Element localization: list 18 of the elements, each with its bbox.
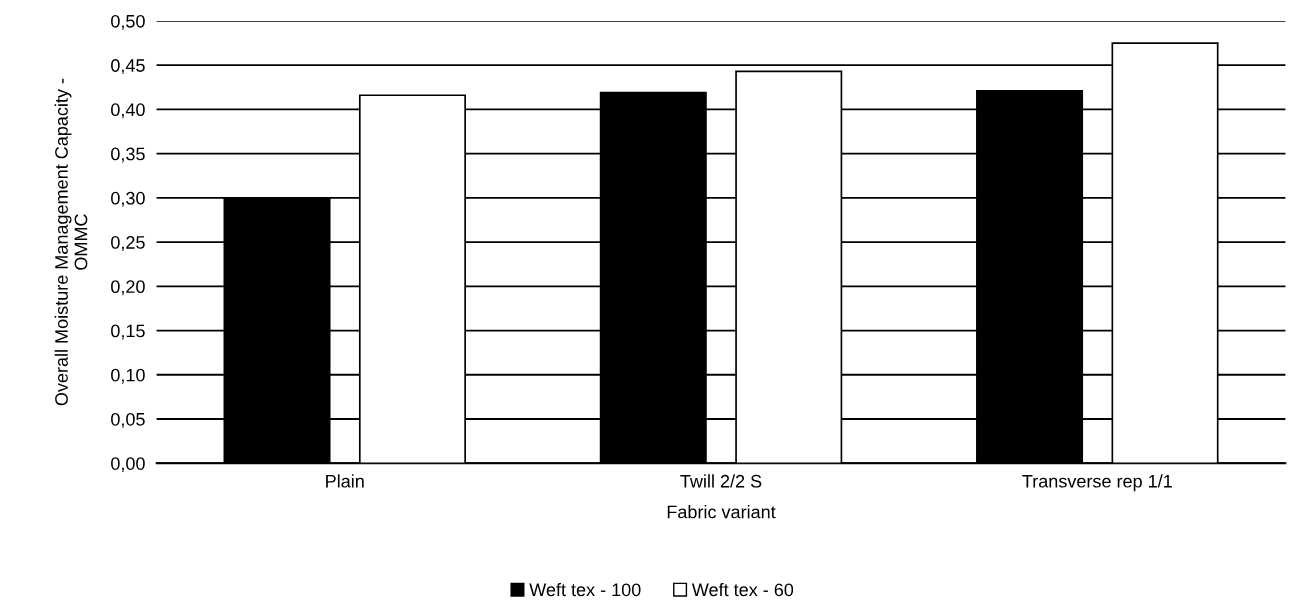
y-tick-label: 0,35 <box>111 147 145 163</box>
y-tick-label: 0,10 <box>111 368 145 384</box>
x-tick-label: Twill 2/2 S <box>680 474 762 488</box>
y-tick-label: 0,25 <box>111 236 145 251</box>
legend-label: Weft tex - 100 <box>529 582 641 597</box>
y-axis-title: Overall Moisture Management Capacity - OMMC <box>54 78 88 406</box>
x-axis-title: Fabric variant <box>667 505 776 519</box>
y-tick-label: 0,20 <box>111 280 145 296</box>
y-tick-label: 0,40 <box>111 103 145 119</box>
x-tick-label: Transverse rep 1/1 <box>1022 474 1172 492</box>
x-tick-label: Plain <box>326 474 364 488</box>
y-tick-label: 0,45 <box>111 59 145 75</box>
y-tick-label: 0,30 <box>111 191 145 207</box>
y-tick-label: 0,00 <box>111 457 145 473</box>
y-tick-label: 0,15 <box>111 324 145 340</box>
y-tick-label: 0,50 <box>111 14 145 30</box>
legend-label: Weft tex - 60 <box>691 582 794 597</box>
y-tick-label: 0,05 <box>111 412 145 428</box>
